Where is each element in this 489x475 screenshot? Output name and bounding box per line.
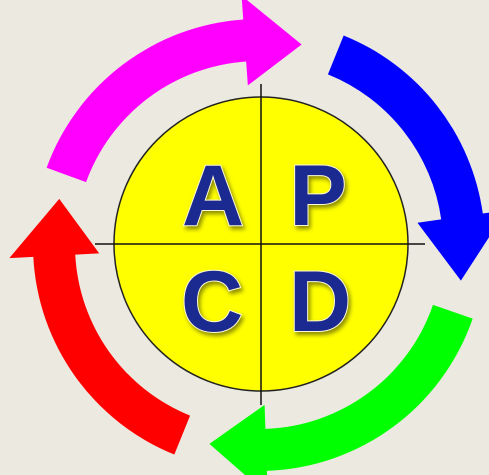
cycle-arrow	[209, 304, 473, 475]
cycle-arrow	[327, 35, 489, 281]
cycle-arrow	[46, 0, 302, 183]
quadrant-letter: A	[182, 148, 244, 244]
quadrant-letter: P	[289, 148, 346, 244]
quadrant-letter: D	[289, 254, 351, 350]
quadrant-letter: C	[181, 254, 243, 350]
cycle-arrows	[9, 0, 489, 475]
cycle-arrow	[9, 198, 191, 455]
